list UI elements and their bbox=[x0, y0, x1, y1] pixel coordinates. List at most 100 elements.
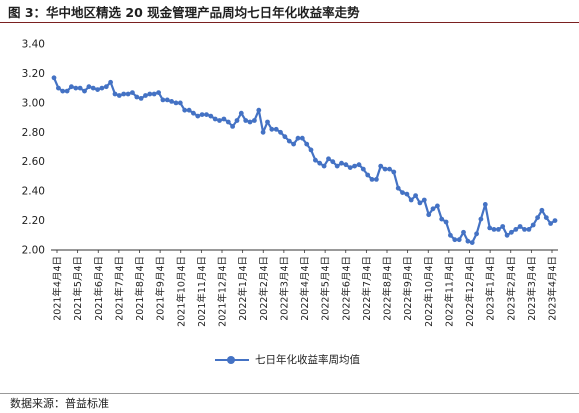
data-point bbox=[269, 126, 275, 132]
data-point bbox=[90, 85, 96, 91]
x-tick-label: 2021年12月4日 bbox=[217, 256, 229, 327]
data-point bbox=[177, 100, 183, 106]
data-point bbox=[360, 166, 366, 172]
data-point bbox=[517, 224, 523, 229]
x-tick-label: 2023年3月4日 bbox=[526, 256, 538, 321]
data-point bbox=[112, 91, 118, 97]
data-point bbox=[69, 84, 74, 90]
x-tick-label: 2022年5月4日 bbox=[320, 256, 332, 321]
data-point bbox=[273, 126, 279, 132]
x-tick-label: 2022年1月4日 bbox=[237, 256, 249, 321]
data-point bbox=[543, 215, 549, 221]
data-point bbox=[234, 118, 240, 123]
data-point bbox=[452, 237, 458, 243]
data-point bbox=[513, 227, 519, 232]
data-point bbox=[121, 91, 127, 97]
data-point bbox=[256, 107, 262, 113]
footer-rule bbox=[0, 393, 579, 394]
legend-label: 七日年化收益率周均值 bbox=[255, 354, 360, 366]
data-point bbox=[421, 197, 427, 203]
data-point bbox=[286, 138, 292, 144]
x-tick-label: 2022年7月4日 bbox=[361, 256, 373, 321]
data-point bbox=[56, 85, 61, 91]
data-point bbox=[64, 88, 70, 94]
x-tick-label: 2023年2月4日 bbox=[505, 256, 517, 321]
y-tick-label: 2.40 bbox=[22, 186, 45, 198]
data-point bbox=[230, 124, 236, 129]
data-point bbox=[160, 97, 166, 103]
data-point bbox=[130, 90, 135, 95]
data-point bbox=[417, 200, 423, 206]
data-point bbox=[247, 119, 253, 125]
data-point bbox=[509, 229, 514, 235]
y-tick-label: 2.60 bbox=[22, 156, 45, 168]
x-tick-label: 2022年4月4日 bbox=[299, 256, 311, 321]
data-point bbox=[199, 112, 205, 117]
x-tick-label: 2021年10月4日 bbox=[175, 256, 187, 327]
x-tick-label: 2022年9月4日 bbox=[402, 256, 414, 321]
data-point bbox=[321, 163, 327, 169]
x-tick-label: 2023年1月4日 bbox=[485, 256, 497, 321]
data-point bbox=[260, 129, 266, 135]
data-point bbox=[426, 212, 432, 218]
x-tick-label: 2022年10月4日 bbox=[423, 256, 435, 327]
data-point bbox=[134, 94, 140, 100]
data-point bbox=[252, 118, 257, 123]
data-point bbox=[326, 156, 331, 162]
data-point bbox=[221, 116, 227, 122]
data-point bbox=[374, 177, 379, 182]
data-point bbox=[304, 141, 310, 147]
x-tick-label: 2022年3月4日 bbox=[278, 256, 290, 321]
data-point bbox=[487, 225, 493, 231]
data-point bbox=[535, 215, 540, 221]
data-point bbox=[217, 118, 222, 123]
x-tick-label: 2022年6月4日 bbox=[340, 256, 352, 321]
data-point bbox=[448, 232, 453, 238]
data-point bbox=[469, 240, 475, 246]
x-tick-label: 2022年2月4日 bbox=[258, 256, 270, 321]
data-point bbox=[491, 227, 497, 232]
data-point bbox=[212, 116, 218, 122]
data-point bbox=[539, 207, 545, 213]
data-point bbox=[378, 163, 384, 169]
x-tick-label: 2021年8月4日 bbox=[134, 256, 146, 321]
data-point bbox=[299, 135, 305, 141]
data-point bbox=[138, 96, 144, 101]
data-point bbox=[478, 216, 484, 222]
x-tick-label: 2021年5月4日 bbox=[72, 256, 84, 321]
y-tick-label: 2.80 bbox=[22, 127, 45, 139]
data-point bbox=[548, 221, 553, 226]
data-point bbox=[461, 229, 466, 235]
data-point bbox=[308, 147, 314, 153]
y-tick-label: 3.00 bbox=[22, 97, 45, 109]
data-point bbox=[530, 222, 536, 228]
data-point bbox=[108, 79, 113, 85]
data-point bbox=[404, 191, 410, 197]
data-point bbox=[151, 91, 157, 97]
data-point bbox=[482, 202, 488, 207]
data-point bbox=[408, 197, 414, 203]
data-point bbox=[339, 160, 344, 166]
data-point bbox=[500, 224, 506, 229]
data-point bbox=[51, 75, 57, 81]
data-point bbox=[173, 100, 179, 106]
data-point bbox=[465, 238, 471, 244]
chart-title: 图 3：华中地区精选 20 现金管理产品周均七日年化收益率走势 bbox=[8, 5, 360, 20]
data-point bbox=[382, 166, 388, 172]
data-point bbox=[456, 237, 462, 243]
data-source: 数据来源：普益标准 bbox=[10, 397, 109, 410]
data-point bbox=[169, 99, 175, 104]
data-point bbox=[195, 113, 201, 119]
data-point bbox=[330, 159, 336, 165]
data-point bbox=[413, 193, 418, 199]
y-tick-label: 3.20 bbox=[22, 68, 45, 80]
data-point bbox=[164, 97, 170, 103]
data-point bbox=[504, 232, 510, 238]
data-point bbox=[291, 141, 296, 147]
data-point bbox=[265, 119, 270, 125]
data-point bbox=[116, 93, 122, 98]
x-tick-label: 2022年8月4日 bbox=[382, 256, 394, 321]
x-tick-label: 2021年4月4日 bbox=[52, 256, 64, 321]
data-point bbox=[191, 110, 196, 116]
data-point bbox=[60, 88, 66, 94]
